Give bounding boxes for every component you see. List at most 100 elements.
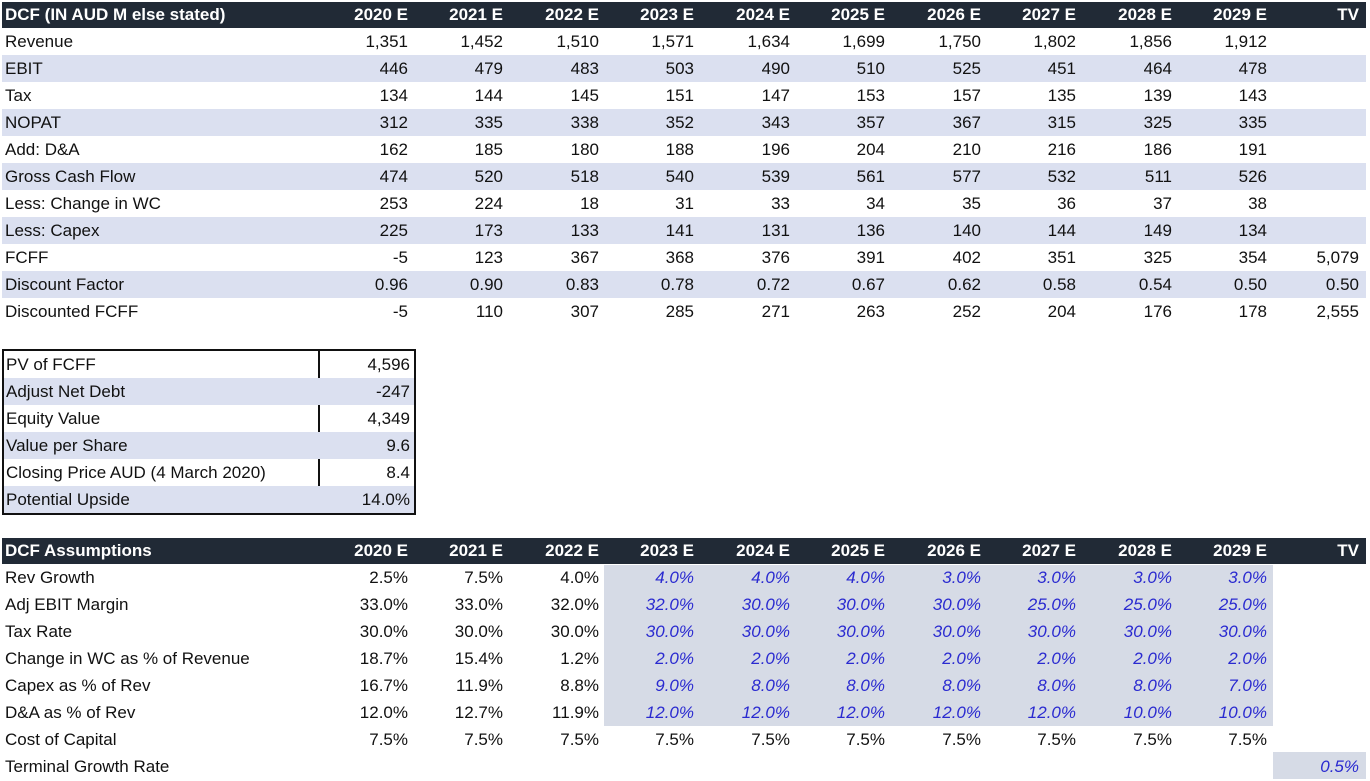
cell-value: 352 [665,113,694,132]
col-2023: 2023 E [640,5,694,24]
cell-value: 446 [379,59,408,78]
cell-value: 30.0% [932,595,981,614]
cell-value: 1,750 [938,32,981,51]
cell-value: 252 [952,302,981,321]
row-label: Discount Factor [5,275,125,294]
summary-row: PV of FCFF 4,596 [4,351,414,378]
cell-value: 518 [570,167,599,186]
col-2028: 2028 E [1118,5,1172,24]
cell-value: 253 [379,194,408,213]
cell-value: 5,079 [1316,248,1359,267]
cell-value: 402 [952,248,981,267]
cell-value: 1.2% [560,649,599,668]
cell-value: 4.0% [560,568,599,587]
cell-value: 2.0% [1037,649,1076,668]
dcf-header-row: DCF (IN AUD M else stated) 2020 E 2021 E… [2,2,1366,28]
cell-value: 3.0% [1037,568,1076,587]
acol-2023: 2023 E [640,541,694,560]
cell-value: 1,571 [651,32,694,51]
cell-value: 11.9% [456,676,503,695]
cell-value: 354 [1238,248,1267,267]
cell-value: 3.0% [942,568,981,587]
cell-value: 343 [761,113,790,132]
row-label: Change in WC as % of Revenue [5,649,250,668]
summary-value: 8.4 [386,463,410,482]
row-label: Revenue [5,32,74,51]
cell-value: 153 [856,86,885,105]
summary-row: Equity Value 4,349 [4,405,414,432]
cell-value: 7.5% [464,568,503,587]
cell-value: 30.0% [645,622,694,641]
cell-value: 474 [379,167,408,186]
cell-value: 263 [856,302,885,321]
table-row: Cost of Capital 7.5% 7.5% 7.5% 7.5% 7.5% 7.5% 7… [2,726,1366,753]
row-label: Terminal Growth Rate [5,757,170,776]
summary-value: 4,349 [367,409,410,428]
table-row: Add: D&A 162 185 180 188 196 204 210 216 186 191 [2,136,1366,163]
cell-value: 30.0% [550,622,599,641]
summary-row: Closing Price AUD (4 March 2020) 8.4 [4,459,414,486]
cell-value: 7.5% [942,730,981,749]
summary-value: 4,596 [367,355,410,374]
cell-value: 191 [1238,140,1267,159]
cell-value: 32.0% [645,595,694,614]
cell-value: 30.0% [741,622,790,641]
cell-value: 7.5% [655,730,694,749]
cell-value: 0.72 [756,275,790,294]
cell-value: 216 [1047,140,1076,159]
row-label: EBIT [5,59,43,78]
cell-value: 526 [1238,167,1267,186]
cell-value: 511 [1144,167,1172,186]
cell-value: 1,452 [460,32,503,51]
cell-value: 1,856 [1129,32,1172,51]
cell-value: 32.0% [550,595,599,614]
cell-value: 33 [771,194,790,213]
input-shade-region [604,565,1273,726]
acol-2021: 2021 E [449,541,503,560]
cell-value: 12.0% [741,703,790,722]
summary-label: Potential Upside [6,490,130,509]
cell-value: 180 [570,140,599,159]
cell-value: 25.0% [1123,595,1172,614]
cell-value: 31 [675,194,694,213]
cell-value: 173 [474,221,503,240]
cell-value: 136 [856,221,885,240]
cell-value: 335 [1238,113,1267,132]
acol-2022: 2022 E [545,541,599,560]
cell-value: 38 [1248,194,1267,213]
summary-label: Adjust Net Debt [6,382,126,401]
cell-value: 520 [474,167,503,186]
table-row: Less: Capex 225 173 133 141 131 136 140 144 149 13… [2,217,1366,244]
cell-value: 0.62 [947,275,981,294]
summary-row: Potential Upside 14.0% [4,486,414,513]
cell-value: 25.0% [1027,595,1076,614]
col-2020: 2020 E [354,5,408,24]
cell-value: 539 [761,167,790,186]
row-label: Less: Change in WC [5,194,161,213]
col-2029: 2029 E [1213,5,1267,24]
cell-value: 143 [1238,86,1267,105]
summary-row: Adjust Net Debt -247 [4,378,414,405]
cell-value: 147 [761,86,790,105]
cell-value: 351 [1047,248,1076,267]
cell-value: 0.50 [1325,275,1359,294]
cell-value: 110 [475,302,503,321]
cell-value: 12.0% [645,703,694,722]
acol-tv: TV [1337,541,1359,560]
cell-value: 1,802 [1033,32,1076,51]
cell-value: 0.83 [565,275,599,294]
cell-value: 561 [856,167,885,186]
cell-value: 451 [1047,59,1076,78]
cell-value: 30.0% [741,595,790,614]
acol-2020: 2020 E [354,541,408,560]
cell-value: 178 [1238,302,1267,321]
cell-value: 123 [474,248,503,267]
col-2025: 2025 E [831,5,885,24]
table-row: NOPAT 312 335 338 352 343 357 367 315 325 335 [2,109,1366,136]
cell-value: 16.7% [359,676,408,695]
acol-2024: 2024 E [736,541,790,560]
terminal-input-shade [1273,752,1366,779]
row-label: Capex as % of Rev [5,676,151,695]
cell-value: 188 [665,140,694,159]
cell-value: 525 [952,59,981,78]
